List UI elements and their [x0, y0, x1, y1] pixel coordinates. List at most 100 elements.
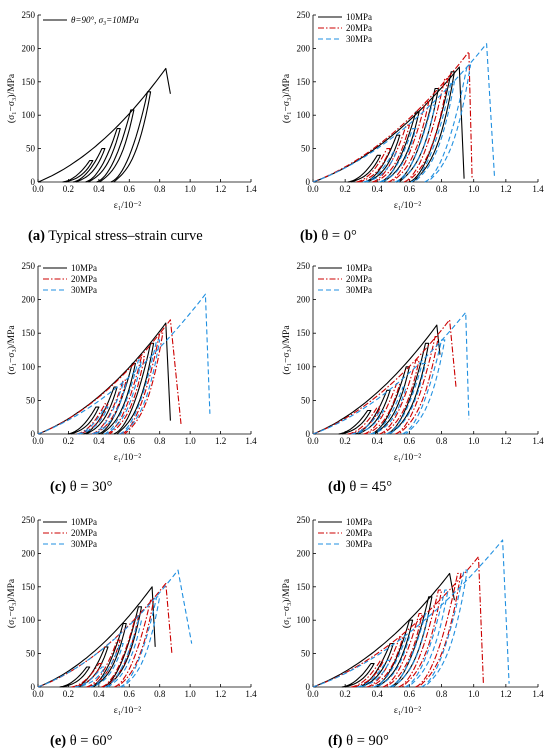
y-tick-label: 200: [297, 548, 311, 558]
y-tick-label: 100: [22, 362, 36, 372]
hysteresis-loop: [71, 663, 103, 688]
hysteresis-loop: [341, 663, 375, 688]
hysteresis-loop: [350, 659, 385, 688]
x-tick-label: 0.0: [32, 184, 44, 194]
x-tick-label: 0.2: [63, 184, 74, 194]
legend-label: 20MPa: [71, 528, 97, 538]
hysteresis-loop: [366, 636, 404, 688]
hysteresis-loop: [67, 406, 100, 435]
hysteresis-loop: [59, 666, 91, 688]
y-tick-label: 250: [22, 10, 36, 20]
y-tick-label: 150: [22, 582, 36, 592]
series-line: [37, 582, 173, 688]
x-tick-label: 0.2: [63, 689, 74, 699]
y-axis-label: (σ₁−σ₃)/MPa: [281, 578, 292, 628]
x-tick-label: 0.2: [340, 436, 351, 446]
y-tick-label: 250: [297, 261, 311, 271]
panel-caption: (c) θ = 30°: [50, 479, 113, 495]
x-tick-label: 0.8: [436, 184, 448, 194]
y-tick-label: 0: [31, 177, 36, 187]
hysteresis-loop: [372, 124, 410, 183]
hysteresis-loop: [370, 386, 407, 435]
x-tick-label: 0.8: [154, 436, 166, 446]
x-tick-label: 0.4: [93, 184, 105, 194]
y-tick-label: 0: [306, 682, 311, 692]
y-tick-label: 250: [22, 515, 36, 525]
y-tick-label: 0: [306, 177, 311, 187]
hysteresis-loop: [387, 101, 430, 183]
hysteresis-loop: [338, 409, 372, 435]
hysteresis-loop: [96, 109, 135, 183]
y-tick-label: 150: [297, 328, 311, 338]
x-tick-label: 1.2: [215, 184, 226, 194]
x-tick-label: 1.0: [185, 184, 197, 194]
series-line: [37, 319, 182, 435]
y-tick-label: 100: [22, 615, 36, 625]
x-tick-label: 0.4: [372, 184, 384, 194]
x-tick-label: 0.0: [32, 689, 44, 699]
legend-label: 20MPa: [346, 23, 372, 33]
panel-caption: (b) θ = 0°: [300, 228, 357, 244]
hysteresis-loop: [110, 91, 152, 183]
x-axis-label: ε₁/10⁻²: [114, 453, 141, 463]
legend-label: 10MPa: [71, 263, 97, 273]
hysteresis-loop: [104, 619, 143, 688]
series-line: [312, 311, 470, 435]
hysteresis-loop: [373, 636, 410, 688]
series-10MPa: [37, 322, 171, 435]
y-tick-label: 100: [297, 362, 311, 372]
legend-label: θ=90°, σ₃=10MPa: [71, 15, 139, 25]
legend-label: 10MPa: [346, 12, 372, 22]
series-20MPa: [312, 556, 484, 688]
y-axis-label: (σ₁−σ₃)/MPa: [6, 578, 17, 628]
series-line: [312, 324, 441, 435]
x-tick-label: 1.0: [185, 436, 197, 446]
y-tick-label: 200: [22, 43, 36, 53]
y-axis-label: (σ₁−σ₃)/MPa: [281, 73, 292, 123]
y-tick-label: 50: [26, 144, 36, 154]
legend-label: 30MPa: [71, 285, 97, 295]
caption-text: θ = 90°: [343, 733, 389, 749]
caption-letter: (f): [328, 733, 343, 749]
series-20MPa: [312, 319, 457, 435]
caption-text: Typical stress–strain curve: [45, 228, 203, 244]
x-tick-label: 0.8: [436, 436, 448, 446]
legend-label: 30MPa: [346, 539, 372, 549]
y-tick-label: 200: [22, 295, 36, 305]
hysteresis-loop: [102, 606, 143, 688]
hysteresis-loop: [415, 572, 462, 688]
x-tick-label: 0.6: [124, 184, 136, 194]
y-tick-label: 0: [31, 429, 36, 439]
series-30MPa: [312, 43, 496, 183]
hysteresis-loop: [363, 383, 401, 435]
hysteresis-loop: [106, 356, 146, 435]
panel-b: 0.0 0.2 0.4 0.6 0.8 1.0 1.2 1.4 0 50 100 150 200 250 ε…: [281, 10, 544, 244]
series-20MPa: [312, 51, 473, 183]
hysteresis-loop: [347, 406, 382, 435]
series-line: [312, 556, 484, 688]
hysteresis-loop: [76, 403, 109, 435]
legend-label: 10MPa: [71, 517, 97, 527]
series-line: [312, 51, 473, 183]
panel-f: 0.0 0.2 0.4 0.6 0.8 1.0 1.2 1.4 0 50 100 150 200 250 ε…: [281, 515, 544, 749]
series-line: [37, 586, 156, 688]
hysteresis-loop: [363, 134, 401, 183]
x-tick-label: 1.2: [500, 436, 511, 446]
y-tick-label: 150: [297, 582, 311, 592]
hysteresis-loop: [402, 339, 446, 435]
series-line: [312, 319, 457, 435]
hysteresis-loop: [421, 569, 468, 688]
hysteresis-loop: [357, 659, 391, 688]
x-tick-label: 1.2: [500, 184, 511, 194]
x-tick-label: 0.6: [124, 689, 136, 699]
legend-label: 30MPa: [71, 539, 97, 549]
caption-letter: (c): [50, 479, 66, 495]
x-tick-label: 0.8: [154, 184, 166, 194]
series-line: [312, 572, 455, 688]
hysteresis-loop: [103, 359, 143, 435]
x-tick-label: 1.0: [468, 184, 480, 194]
x-tick-label: 0.2: [340, 689, 351, 699]
y-tick-label: 50: [301, 395, 311, 405]
x-tick-label: 1.0: [468, 436, 480, 446]
x-tick-label: 0.2: [63, 436, 74, 446]
